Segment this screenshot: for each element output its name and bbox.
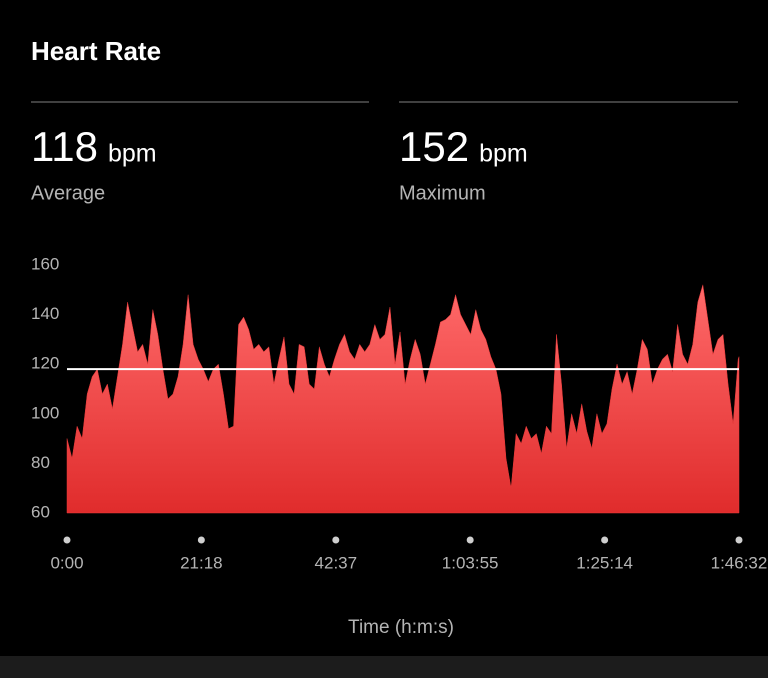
y-tick-label: 160: [31, 254, 59, 273]
heart-rate-area: [66, 284, 740, 514]
x-tick-label: 1:46:32: [711, 553, 768, 572]
x-tick-dot: [332, 536, 340, 544]
x-axis-label: Time (h:m:s): [348, 617, 454, 638]
y-tick-label: 140: [31, 304, 59, 323]
x-tick-label: 42:37: [315, 553, 358, 572]
x-tick-label: 1:25:14: [576, 553, 633, 572]
y-tick-label: 80: [31, 453, 50, 472]
x-tick-dot: [197, 536, 205, 544]
background: [0, 0, 768, 656]
x-tick-dot: [63, 536, 71, 544]
title: Heart Rate: [31, 36, 161, 66]
y-tick-label: 100: [31, 403, 59, 422]
x-tick-label: 0:00: [50, 553, 83, 572]
x-tick-label: 1:03:55: [442, 553, 499, 572]
bottom-bar: [0, 656, 768, 678]
y-tick-label: 120: [31, 354, 59, 373]
stat-label: Maximum: [399, 182, 486, 204]
y-tick-label: 60: [31, 502, 50, 521]
stat-label: Average: [31, 182, 105, 204]
stat-unit: bpm: [479, 140, 528, 168]
x-tick-label: 21:18: [180, 553, 223, 572]
stat-unit: bpm: [108, 140, 157, 168]
stat-value: 118: [31, 123, 98, 170]
stat-value: 152: [399, 123, 469, 170]
x-tick-dot: [735, 536, 743, 544]
x-tick-dot: [601, 536, 609, 544]
x-tick-dot: [466, 536, 474, 544]
